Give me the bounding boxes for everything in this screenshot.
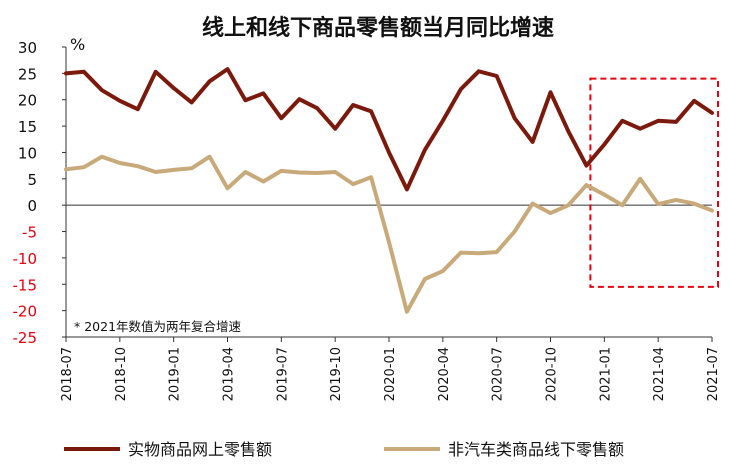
y-tick-label: 0 — [27, 197, 37, 215]
y-tick-label: -20 — [13, 303, 38, 321]
x-tick-label: 2020-07 — [491, 347, 506, 401]
x-tick-label: 2020-01 — [383, 347, 398, 401]
x-tick-label: 2021-07 — [706, 347, 721, 401]
chart-title: 线上和线下商品零售额当月同比增速 — [202, 15, 554, 41]
series-layer — [64, 67, 714, 314]
y-axis-ticks: 30 25 20 15 10 5 0 -5 -10 -15 -20 -25 — [13, 39, 38, 347]
highlight-box — [589, 77, 720, 288]
x-tick-label: 2021-01 — [598, 347, 613, 401]
x-axis: 2018-07 2018-10 2019-01 2019-04 2019-07 2019-… — [60, 336, 721, 401]
y-tick-label: 15 — [18, 118, 37, 136]
series-line-1 — [64, 154, 714, 314]
series-line-0 — [64, 67, 714, 192]
y-tick-label: 20 — [18, 92, 37, 110]
x-tick-label: 2019-01 — [168, 347, 183, 401]
y-tick-label: -25 — [13, 329, 38, 347]
x-tick-label: 2020-04 — [437, 347, 452, 401]
y-tick-label: 5 — [27, 171, 37, 189]
y-tick-label: 30 — [18, 39, 37, 57]
x-tick-label: 2020-10 — [545, 347, 560, 401]
x-tick-label: 2018-07 — [60, 347, 75, 401]
x-tick-label: 2021-04 — [652, 347, 667, 401]
chart-note: * 2021年数值为两年复合增速 — [74, 319, 242, 334]
x-tick-label: 2019-10 — [329, 347, 344, 401]
y-axis — [62, 46, 67, 338]
legend-label-online: 实物商品网上零售额 — [128, 440, 272, 459]
unit-label: % — [70, 35, 85, 54]
legend: 实物商品网上零售额 非汽车类商品线下零售额 — [64, 440, 624, 459]
legend-label-offline: 非汽车类商品线下零售额 — [448, 440, 624, 459]
y-tick-label: -15 — [13, 276, 38, 294]
y-tick-label: -10 — [13, 250, 38, 268]
y-tick-label: 25 — [18, 65, 37, 83]
y-tick-label: 10 — [18, 144, 37, 162]
x-tick-label: 2019-07 — [275, 347, 290, 401]
x-tick-label: 2018-10 — [114, 347, 129, 401]
y-tick-label: -5 — [22, 224, 37, 242]
x-tick-label: 2019-04 — [222, 347, 237, 401]
